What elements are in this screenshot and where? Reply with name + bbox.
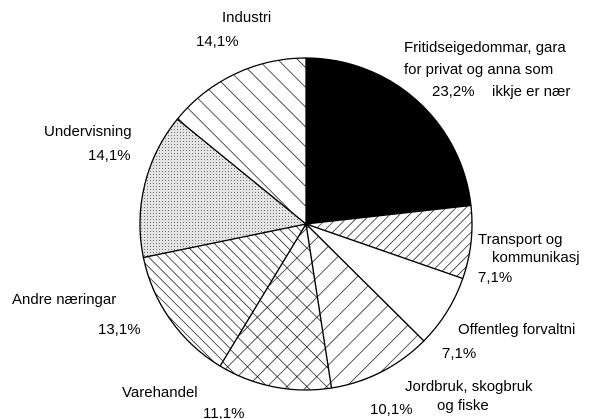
pie-slice [305,57,472,225]
slice-label: ikkje er nær [492,83,570,100]
slice-label: Jordbruk, skogbruk [405,378,533,395]
pie-slice [176,57,307,226]
value-label: 13,1% [98,321,141,338]
pie-slice [139,118,308,259]
slice-label: Transport og [478,231,563,248]
value-label: 10,1% [370,401,413,418]
slice-label: Undervisning [44,123,132,140]
value-label: 7,1% [442,345,476,362]
value-label: 14,1% [196,33,239,50]
value-label: 23,2% [432,83,475,100]
pie-slice [142,223,308,367]
slice-label: Industri [222,9,271,26]
slice-label: Varehandel [122,384,198,401]
slice-label: Andre næringar [12,291,116,308]
value-label: 14,1% [88,147,131,164]
pie-slice [305,222,425,389]
slice-label: kommunikasj [492,249,580,266]
slice-label: og fiske [437,397,489,414]
slice-label: Fritidseigedommar, gara [404,39,566,56]
slice-label: for privat og anna som [404,61,553,78]
slice-label: Offentleg forvaltni [458,321,575,338]
pie-slice [219,222,333,391]
value-label: 11,1% [203,405,244,419]
value-label: 7,1% [478,269,512,286]
